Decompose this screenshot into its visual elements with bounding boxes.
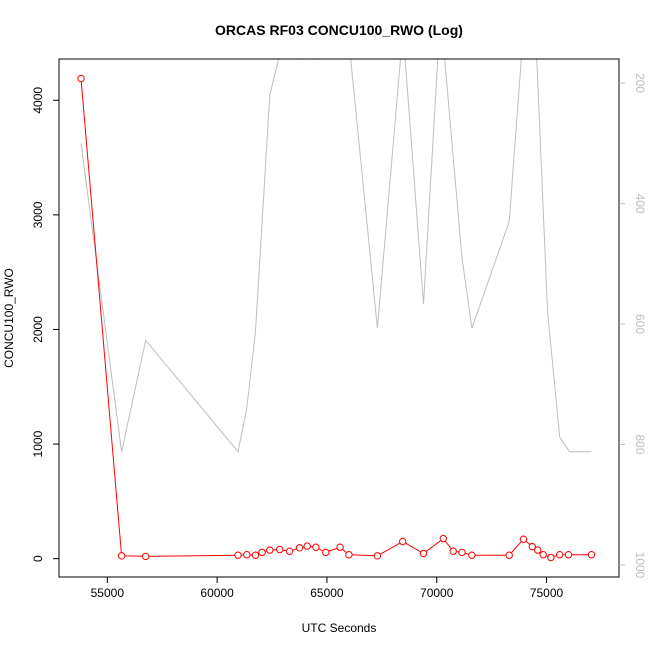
primary-series-point [587,551,596,559]
primary-series-point [539,551,547,559]
primary-series-point [519,535,528,543]
primary-series-point [556,551,564,559]
primary-series-point [266,546,274,554]
x-axis-tick-label: 55000 [91,586,125,600]
primary-series-point [234,551,242,559]
x-axis-tick-label: 65000 [310,586,344,600]
y-axis-tick-label: 4000 [31,87,45,114]
y-axis-label: CONCU100_RWO [2,268,16,368]
primary-series-point [345,551,353,559]
primary-series-point [547,553,555,562]
secondary-y-axis-tick-label: 800 [633,434,647,454]
primary-series-point [534,546,542,554]
primary-series-point [258,548,266,557]
primary-series-point [251,551,260,559]
primary-series-point [468,551,476,559]
primary-series-point [322,548,330,557]
y-axis-tick-label: 2000 [31,316,45,343]
primary-series-point [77,74,85,83]
y-axis-tick-label: 3000 [31,201,45,228]
primary-series-point [399,537,407,546]
x-axis-tick-label: 60000 [200,586,234,600]
secondary-y-axis-tick-label: 600 [633,314,647,334]
chart-title: ORCAS RF03 CONCU100_RWO (Log) [215,22,463,38]
primary-series-point [458,548,466,557]
primary-series-point [373,552,382,560]
primary-series-point [528,542,536,551]
primary-series-point [312,543,320,551]
secondary-y-axis-tick-label: 200 [633,73,647,93]
secondary-y-axis: 200 400 600 800 1000 [619,73,647,579]
secondary-y-axis-tick-label: 400 [633,194,647,214]
primary-series-point [564,551,573,559]
x-axis-label: UTC Seconds [302,621,377,635]
primary-series-point [419,549,428,558]
x-axis: 55000 60000 65000 70000 75000 [91,577,564,600]
y-axis-tick-label: 1000 [31,430,45,457]
plot-area [77,59,596,562]
primary-series-point [439,534,447,543]
primary-series-point [142,552,150,561]
primary-series-point [303,542,311,550]
primary-series-point [276,545,284,554]
plot-frame [58,58,620,578]
primary-series-point [295,544,304,552]
x-axis-tick-label: 75000 [530,586,564,600]
y-axis: 0 1000 2000 3000 4000 [31,87,59,562]
primary-series-point [117,552,126,560]
primary-series-point [336,543,344,551]
primary-series-point [505,551,513,559]
primary-series-point [449,547,457,555]
secondary-series-line [80,59,592,453]
primary-series-point [285,547,294,555]
y-axis-tick-label: 0 [31,555,45,562]
secondary-y-axis-tick-label: 1000 [633,552,647,579]
x-axis-tick-label: 70000 [420,586,454,600]
primary-series-point [243,551,251,559]
